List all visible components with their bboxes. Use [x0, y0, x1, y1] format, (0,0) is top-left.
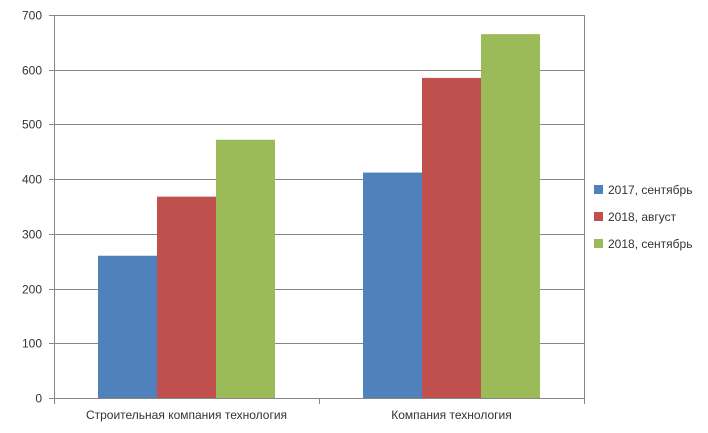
- y-tick-label: 500: [22, 118, 42, 132]
- legend-label: 2018, август: [608, 210, 677, 224]
- bar: [216, 139, 275, 398]
- bar: [481, 34, 540, 399]
- legend: 2017, сентябрь 2018, август 2018, сентябрь: [594, 183, 692, 251]
- legend-swatch: [594, 212, 603, 221]
- bar: [363, 172, 422, 398]
- bar: [98, 255, 157, 398]
- legend-label: 2017, сентябрь: [608, 183, 692, 197]
- y-tick-label: 400: [22, 173, 42, 187]
- bar: [157, 196, 216, 398]
- y-tick-label: 300: [22, 228, 42, 242]
- y-axis: 0 100 200 300 400 500 600 700: [22, 9, 585, 406]
- y-tick-label: 200: [22, 283, 42, 297]
- legend-label: 2018, сентябрь: [608, 237, 692, 251]
- x-axis: Строительная компания технология Компания…: [54, 398, 585, 422]
- y-tick-label: 700: [22, 9, 42, 23]
- y-tick-label: 600: [22, 64, 42, 78]
- bar: [422, 77, 481, 399]
- y-tick-label: 0: [35, 392, 42, 406]
- bars: [98, 34, 540, 399]
- x-tick-label: Строительная компания технология: [86, 408, 287, 422]
- legend-swatch: [594, 185, 603, 194]
- y-tick-label: 100: [22, 337, 42, 351]
- legend-swatch: [594, 239, 603, 248]
- x-tick-label: Компания технология: [391, 408, 511, 422]
